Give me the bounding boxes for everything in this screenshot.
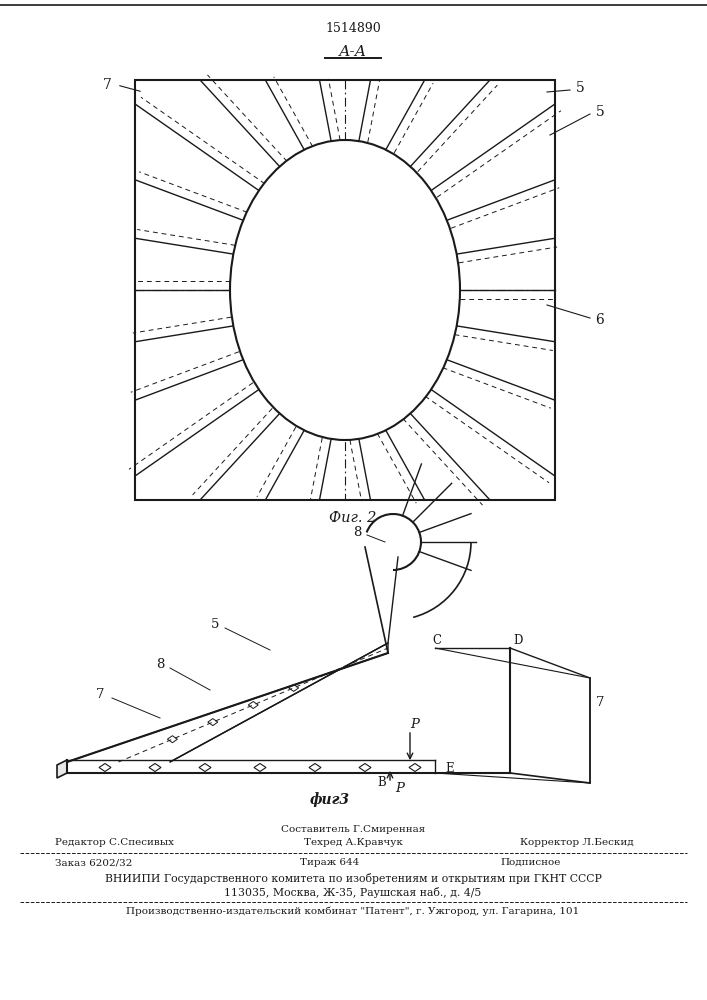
Text: А-А: А-А bbox=[339, 45, 367, 59]
Text: Заказ 6202/32: Заказ 6202/32 bbox=[55, 858, 132, 867]
Text: B: B bbox=[378, 776, 386, 790]
Text: 7: 7 bbox=[95, 688, 104, 702]
Text: 5: 5 bbox=[575, 81, 585, 95]
Text: D: D bbox=[513, 634, 522, 647]
Text: 8: 8 bbox=[353, 526, 361, 540]
Text: ВНИИПИ Государственного комитета по изобретениям и открытиям при ГКНТ СССР: ВНИИПИ Государственного комитета по изоб… bbox=[105, 873, 602, 884]
Text: E: E bbox=[445, 762, 455, 774]
Text: 113035, Москва, Ж-35, Раушская наб., д. 4/5: 113035, Москва, Ж-35, Раушская наб., д. … bbox=[224, 887, 481, 898]
Ellipse shape bbox=[230, 140, 460, 440]
Text: 7: 7 bbox=[103, 78, 112, 92]
Text: C: C bbox=[433, 634, 441, 647]
Polygon shape bbox=[57, 760, 67, 778]
Text: Тираж 644: Тираж 644 bbox=[300, 858, 359, 867]
Bar bbox=[135, 80, 555, 500]
Text: Редактор С.Спесивых: Редактор С.Спесивых bbox=[55, 838, 174, 847]
Text: 1514890: 1514890 bbox=[325, 21, 381, 34]
Text: 8: 8 bbox=[156, 658, 164, 672]
Text: Корректор Л.Бескид: Корректор Л.Бескид bbox=[520, 838, 633, 847]
Text: P: P bbox=[411, 718, 419, 732]
Text: Фиг. 2: Фиг. 2 bbox=[329, 511, 377, 525]
Text: 6: 6 bbox=[595, 313, 604, 327]
Text: Техред А.Кравчук: Техред А.Кравчук bbox=[303, 838, 402, 847]
Text: 7: 7 bbox=[596, 696, 604, 710]
Text: P: P bbox=[395, 782, 404, 794]
Text: Составитель Г.Смиренная: Составитель Г.Смиренная bbox=[281, 825, 425, 834]
Text: 5: 5 bbox=[595, 105, 604, 119]
Text: Производственно-издательский комбинат "Патент", г. Ужгород, ул. Гагарина, 101: Производственно-издательский комбинат "П… bbox=[127, 907, 580, 916]
Text: Подписное: Подписное bbox=[500, 858, 561, 867]
Text: 5: 5 bbox=[211, 618, 219, 632]
Text: фиг3: фиг3 bbox=[310, 793, 350, 807]
